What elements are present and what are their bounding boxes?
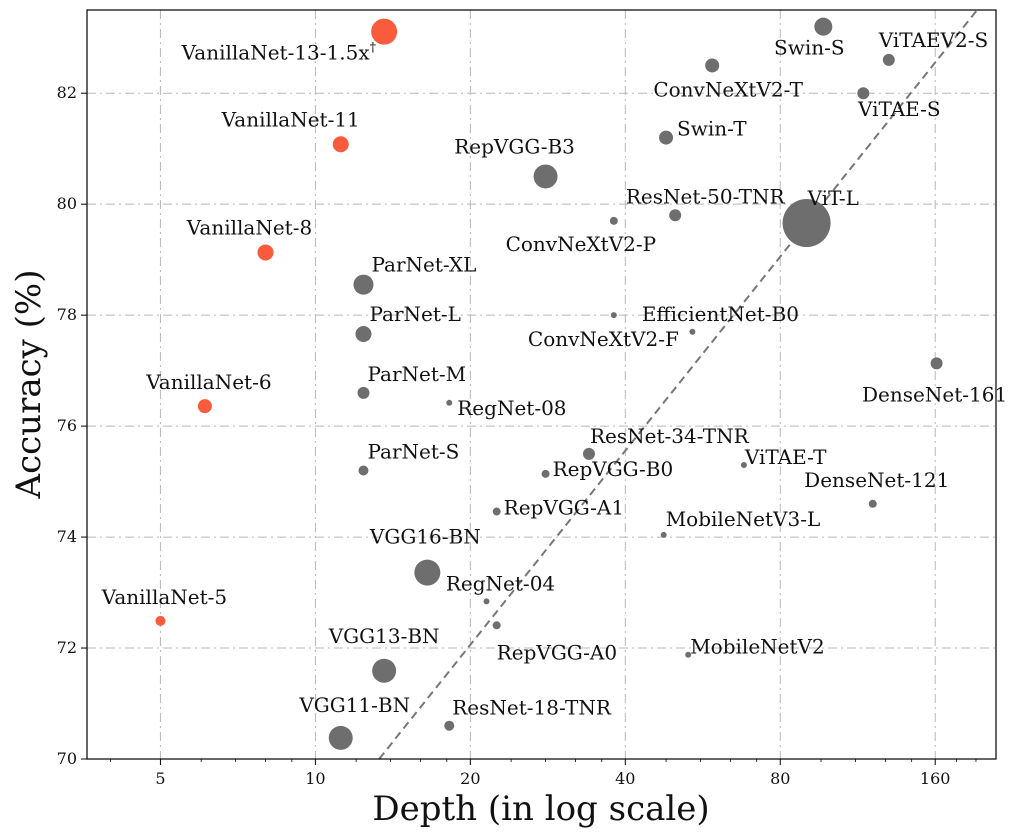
- label-vanillanet-8: VanillaNet-8: [186, 215, 312, 239]
- y-tick-label: 76: [57, 416, 77, 435]
- y-tick-label: 70: [57, 749, 77, 768]
- point-vgg16-bn: [414, 559, 441, 586]
- point-vanillanet-5: [155, 615, 166, 626]
- y-tick-label: 80: [57, 194, 77, 213]
- point-mobilenetv3-l: [660, 531, 667, 538]
- x-tick-label: 80: [770, 769, 790, 788]
- label-vanillanet-11: VanillaNet-11: [221, 107, 360, 131]
- point-parnet-l: [355, 326, 372, 343]
- label-vgg13-bn: VGG13-BN: [328, 624, 440, 648]
- label-swin-t: Swin-T: [677, 117, 747, 141]
- label-resnet-34-tnr: ResNet-34-TNR: [590, 424, 750, 448]
- label-parnet-l: ParNet-L: [369, 302, 460, 326]
- trend-line: [378, 9, 978, 760]
- label-parnet-m: ParNet-M: [367, 362, 466, 386]
- label-parnet-xl: ParNet-XL: [371, 253, 476, 277]
- point-repvgg-a1: [492, 507, 501, 516]
- point-parnet-s: [358, 465, 369, 476]
- label-resnet-18-tnr: ResNet-18-TNR: [452, 696, 612, 720]
- label-vgg11-bn: VGG11-BN: [298, 693, 410, 717]
- point-densenet-121: [868, 499, 877, 508]
- x-tick-label: 160: [920, 769, 951, 788]
- point-convnextv2-t: [705, 58, 720, 73]
- point-parnet-m: [357, 386, 370, 399]
- point-vanillanet-11: [332, 136, 349, 153]
- y-tick-label: 78: [57, 305, 77, 324]
- x-tick-label: 5: [155, 769, 165, 788]
- point-densenet-161: [930, 357, 943, 370]
- label-repvgg-b0: RepVGG-B0: [553, 457, 674, 481]
- label-efficientnet-b0: EfficientNet-B0: [642, 302, 799, 326]
- y-axis-title: Accuracy (%): [9, 270, 49, 500]
- ticks-layer: 5 10 20 40 80 160 70 72 74 76 78 80 82: [57, 83, 977, 788]
- label-repvgg-a0: RepVGG-A0: [497, 640, 617, 664]
- point-swin-t: [659, 130, 674, 145]
- labels-layer: VanillaNet-13-1.5x† VanillaNet-11 VanillaN…: [101, 28, 1007, 720]
- label-swin-s: Swin-S: [774, 36, 845, 60]
- label-convnextv2-p: ConvNeXtV2-P: [506, 232, 657, 256]
- label-regnet-08: RegNet-08: [457, 396, 566, 420]
- y-tick-label: 72: [57, 638, 77, 657]
- label-regnet-04: RegNet-04: [446, 571, 555, 595]
- label-densenet-161: DenseNet-161: [862, 382, 1007, 406]
- point-convnextv2-f: [689, 328, 696, 335]
- point-mobilenetv2: [685, 651, 692, 658]
- point-vanillanet-6: [197, 399, 212, 414]
- y-tick-label: 82: [57, 83, 77, 102]
- label-vgg16-bn: VGG16-BN: [369, 525, 481, 549]
- label-convnextv2-f: ConvNeXtV2-F: [528, 327, 679, 351]
- y-tick-label: 74: [57, 527, 77, 546]
- plot-frame: [86, 9, 997, 760]
- x-tick-label: 40: [615, 769, 635, 788]
- label-vitae-t: ViTAE-T: [744, 445, 827, 469]
- point-vitae-s: [857, 87, 870, 100]
- point-vanillanet-8: [257, 244, 274, 261]
- x-tick-label: 10: [305, 769, 325, 788]
- points-layer: [155, 17, 943, 750]
- label-vitaev2-s: ViTAEV2-S: [878, 28, 988, 52]
- point-repvgg-b3: [533, 164, 558, 189]
- point-swin-s: [814, 17, 833, 36]
- point-vit-l: [782, 199, 831, 248]
- point-vgg13-bn: [372, 658, 397, 683]
- label-convnextv2-t: ConvNeXtV2-T: [653, 77, 803, 101]
- label-repvgg-b3: RepVGG-B3: [454, 134, 575, 158]
- point-regnet-04: [483, 598, 490, 605]
- point-repvgg-a0: [492, 621, 501, 630]
- point-vanillanet-13-1-5x: [371, 18, 398, 45]
- label-vit-l: ViT-L: [807, 186, 859, 210]
- point-resnet-34-tnr: [582, 447, 595, 460]
- label-mobilenetv3-l: MobileNetV3-L: [666, 507, 821, 531]
- label-superscript: †: [370, 41, 377, 56]
- x-tick-label: 20: [460, 769, 480, 788]
- label-repvgg-a1: RepVGG-A1: [504, 496, 624, 520]
- point-efficientnet-b0: [610, 312, 617, 319]
- label-vitae-s: ViTAE-S: [857, 97, 941, 121]
- label-vanillanet-5: VanillaNet-5: [101, 585, 227, 609]
- label-vanillanet-6: VanillaNet-6: [145, 370, 271, 394]
- label-mobilenetv2: MobileNetV2: [690, 635, 825, 659]
- point-parnet-xl: [353, 274, 374, 295]
- point-repvgg-b0: [541, 469, 550, 478]
- label-vanillanet-13-1-5x: VanillaNet-13-1.5x†: [181, 41, 377, 65]
- grid-layer: [87, 10, 996, 760]
- x-axis-title: Depth (in log scale): [372, 789, 709, 829]
- point-regnet-08: [446, 399, 453, 406]
- label-densenet-121: DenseNet-121: [804, 468, 949, 492]
- label-resnet-50-tnr: ResNet-50-TNR: [626, 184, 786, 208]
- point-resnet-50-tnr: [669, 209, 682, 222]
- point-vitae-t: [740, 461, 747, 468]
- point-resnet-18-tnr: [444, 720, 455, 731]
- point-convnextv2-p: [609, 216, 618, 225]
- label-parnet-s: ParNet-S: [367, 439, 459, 463]
- point-vitaev2-s: [882, 53, 895, 66]
- point-vgg11-bn: [328, 725, 353, 750]
